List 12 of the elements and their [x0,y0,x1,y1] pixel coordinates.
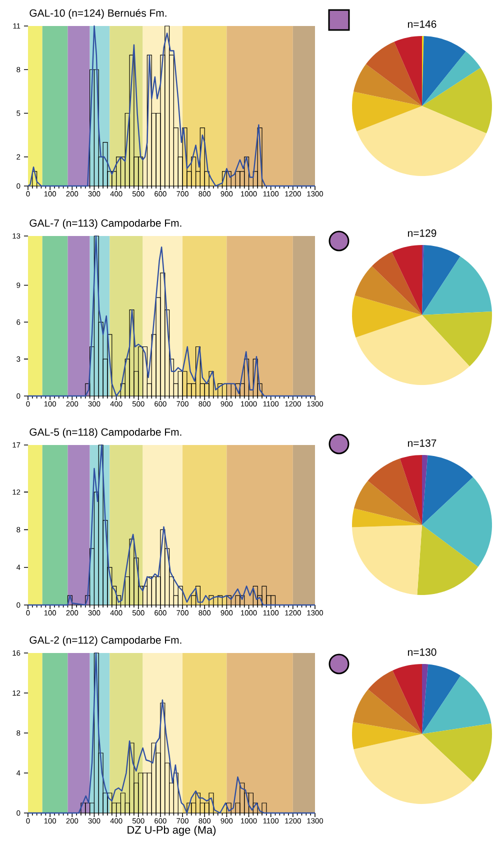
chart-title: n=146 [408,20,436,28]
x-axis-title: DZ U-Pb age (Ma) [128,826,216,836]
chart-title: n=137 [408,439,436,447]
line-series [27,25,316,187]
line-series [27,652,316,814]
chart-title: GAL-2 (n=112) Campodarbe Fm. [30,636,182,646]
chart-title: GAL-7 (n=113) Campodarbe Fm. [30,219,182,229]
chart-title: n=130 [408,648,436,656]
line-series [27,444,316,606]
chart-title: n=129 [408,229,436,237]
chart-title: GAL-5 (n=118) Campodarbe Fm. [30,428,182,438]
chart-title: GAL-10 (n=124) Bernués Fm. [30,8,166,19]
